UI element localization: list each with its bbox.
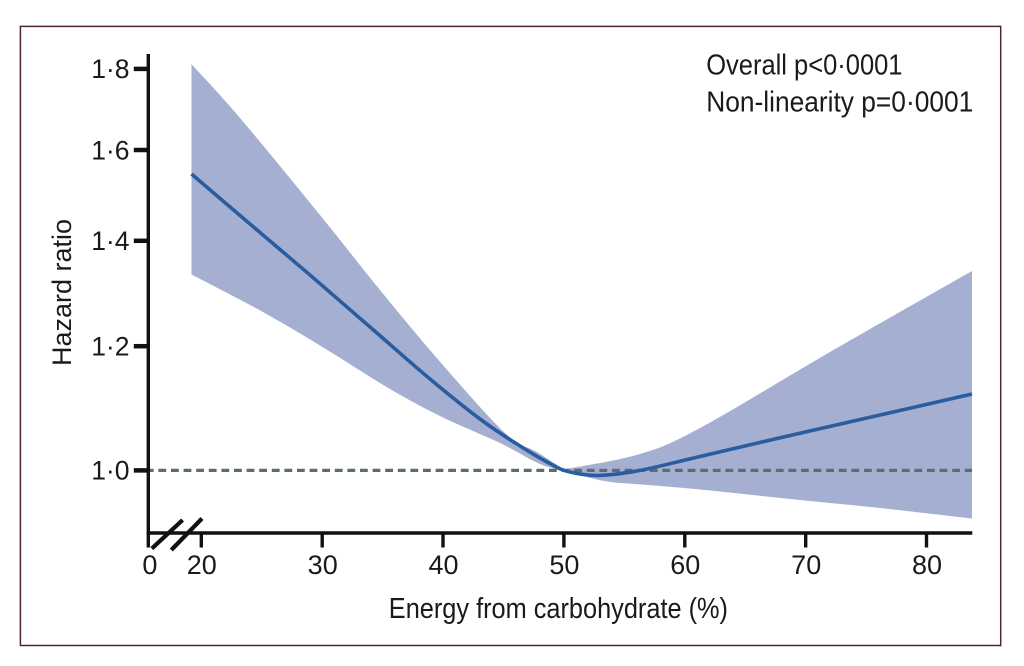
svg-text:Hazard ratio: Hazard ratio	[47, 219, 77, 366]
svg-text:1·0: 1·0	[91, 456, 129, 486]
svg-text:60: 60	[670, 550, 700, 580]
svg-text:Energy from carbohydrate (%): Energy from carbohydrate (%)	[389, 593, 728, 625]
svg-text:1·6: 1·6	[91, 135, 129, 165]
svg-text:70: 70	[791, 550, 821, 580]
svg-text:30: 30	[308, 550, 338, 580]
svg-text:20: 20	[187, 550, 217, 580]
svg-text:1·8: 1·8	[91, 54, 129, 84]
svg-text:40: 40	[428, 550, 458, 580]
svg-text:1·4: 1·4	[91, 226, 129, 256]
svg-text:Non-linearity p=0·0001: Non-linearity p=0·0001	[706, 87, 973, 119]
svg-text:Overall p<0·0001: Overall p<0·0001	[706, 49, 902, 81]
svg-text:50: 50	[549, 550, 579, 580]
svg-text:80: 80	[912, 550, 942, 580]
svg-text:0: 0	[142, 550, 157, 580]
svg-text:1·2: 1·2	[91, 332, 129, 362]
